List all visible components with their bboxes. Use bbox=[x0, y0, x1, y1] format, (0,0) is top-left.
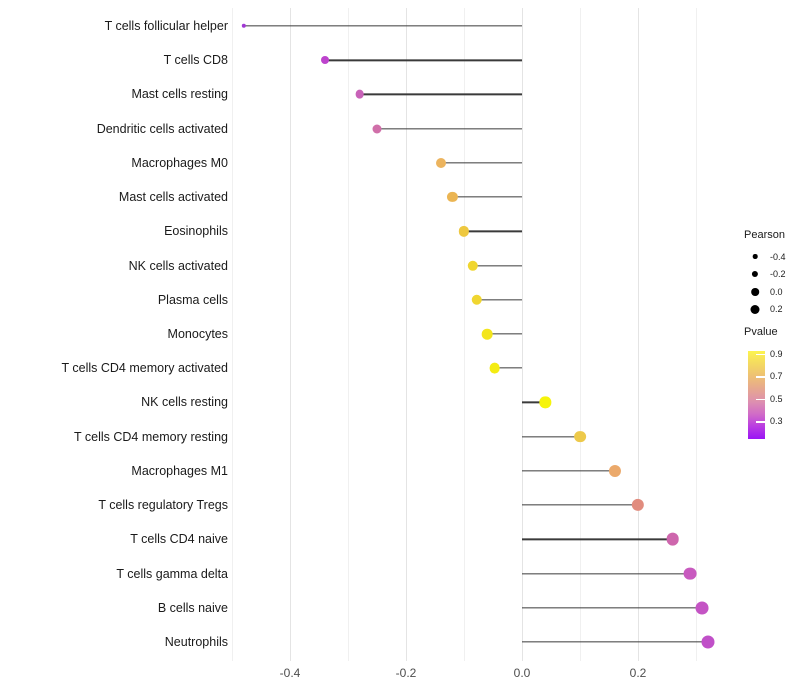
y-axis-label: T cells follicular helper bbox=[104, 19, 228, 33]
lollipop-segment bbox=[522, 401, 546, 404]
lollipop-segment bbox=[440, 162, 522, 164]
lollipop-point[interactable] bbox=[608, 464, 621, 477]
pearson-legend-entry: 0.2 bbox=[744, 301, 785, 319]
gridline-x bbox=[522, 8, 523, 661]
gridline-x bbox=[696, 8, 697, 661]
lollipop-point[interactable] bbox=[695, 601, 709, 615]
pearson-legend-entry: 0.0 bbox=[744, 283, 785, 301]
lollipop-segment bbox=[243, 25, 522, 27]
y-axis-label: NK cells activated bbox=[128, 258, 228, 273]
legend-size-label: 0.2 bbox=[770, 304, 783, 315]
y-axis-label: Dendritic cells activated bbox=[96, 121, 228, 136]
pvalue-tick-label: 0.9 bbox=[770, 348, 783, 359]
lollipop-point[interactable] bbox=[471, 294, 482, 305]
lollipop-point[interactable] bbox=[241, 23, 246, 29]
gridline-x bbox=[580, 8, 581, 661]
legend-size-label: 0.0 bbox=[770, 286, 783, 297]
y-axis-label: T cells gamma delta bbox=[116, 566, 228, 581]
lollipop-segment bbox=[522, 572, 691, 575]
pvalue-tick-label: 0.3 bbox=[770, 416, 783, 426]
gridline-x bbox=[232, 8, 233, 661]
pvalue-gradient-bar bbox=[748, 351, 765, 439]
gridline-x bbox=[406, 8, 407, 661]
pvalue-tick-label: 0.7 bbox=[770, 371, 783, 381]
x-axis-tick-label: -0.2 bbox=[395, 666, 417, 680]
pvalue-tick-mark bbox=[756, 376, 765, 378]
y-axis-label: Mast cells resting bbox=[131, 87, 228, 102]
lollipop-segment bbox=[522, 641, 708, 643]
y-axis-label: Eosinophils bbox=[164, 224, 228, 239]
lollipop-point[interactable] bbox=[539, 396, 551, 409]
lollipop-point[interactable] bbox=[447, 192, 458, 203]
y-axis-label: T cells CD4 memory activated bbox=[61, 361, 229, 376]
pvalue-color-legend: Pvalue 0.9 0.7 0.5 0.3 bbox=[744, 326, 783, 439]
lollipop-point[interactable] bbox=[683, 567, 697, 580]
lollipop-segment bbox=[522, 607, 702, 609]
y-axis-label: Plasma cells bbox=[157, 292, 228, 307]
lollipop-segment bbox=[452, 196, 522, 198]
pvalue-tick-mark bbox=[756, 421, 765, 423]
lollipop-segment bbox=[522, 435, 580, 438]
pvalue-tick-mark bbox=[756, 353, 765, 355]
lollipop-segment bbox=[464, 230, 522, 232]
lollipop-point[interactable] bbox=[467, 260, 478, 271]
y-axis-label: Macrophages M1 bbox=[131, 463, 228, 478]
gridline-x bbox=[348, 8, 349, 661]
y-axis-label: T cells CD4 memory resting bbox=[74, 429, 228, 444]
pvalue-tick-label: 0.5 bbox=[770, 393, 783, 404]
y-axis-label: T cells CD4 naive bbox=[130, 532, 228, 547]
pvalue-legend-title: Pvalue bbox=[744, 326, 778, 338]
gridline-x bbox=[638, 8, 639, 661]
lollipop-point[interactable] bbox=[435, 157, 446, 168]
lollipop-segment bbox=[359, 93, 522, 96]
pearson-size-legend: Pearson -0.4 -0.2 0.0 0.2 bbox=[744, 229, 786, 319]
lollipop-point[interactable] bbox=[458, 226, 470, 237]
y-axis-label: NK cells resting bbox=[141, 395, 228, 410]
gridline-x bbox=[290, 8, 291, 661]
lollipop-segment bbox=[522, 538, 673, 540]
lollipop-point[interactable] bbox=[489, 362, 501, 374]
pvalue-tick-mark bbox=[756, 398, 765, 400]
legend-size-dot bbox=[750, 304, 760, 314]
pearson-legend-title: Pearson bbox=[744, 229, 785, 241]
lollipop-point[interactable] bbox=[574, 430, 586, 443]
y-axis-label: Neutrophils bbox=[164, 634, 228, 649]
y-axis-label: Macrophages M0 bbox=[131, 155, 228, 170]
legend-size-dot bbox=[751, 271, 759, 278]
lollipop-segment bbox=[476, 299, 522, 301]
gridline-x bbox=[464, 8, 465, 661]
lollipop-segment bbox=[522, 470, 615, 472]
pearson-legend-entry: -0.4 bbox=[744, 248, 786, 266]
pearson-legend-entry: -0.2 bbox=[744, 266, 786, 284]
x-axis-tick-label: 0.2 bbox=[629, 666, 647, 680]
lollipop-point[interactable] bbox=[701, 635, 715, 649]
lollipop-segment bbox=[487, 333, 522, 335]
y-axis-label: B cells naive bbox=[157, 600, 228, 615]
y-axis-label: Monocytes bbox=[167, 326, 228, 341]
lollipop-point[interactable] bbox=[372, 124, 382, 134]
lollipop-point[interactable] bbox=[320, 56, 329, 65]
lollipop-segment bbox=[494, 367, 522, 369]
y-axis-label: T cells CD8 bbox=[163, 53, 228, 68]
lollipop-point[interactable] bbox=[631, 498, 645, 512]
lollipop-point[interactable] bbox=[666, 532, 680, 546]
y-axis-label: T cells regulatory Tregs bbox=[98, 498, 228, 513]
lollipop-segment bbox=[472, 264, 522, 267]
x-axis-tick-label: 0.0 bbox=[513, 666, 531, 680]
legend-size-dot bbox=[752, 254, 758, 260]
lollipop-segment bbox=[522, 504, 638, 506]
lollipop-segment bbox=[324, 59, 522, 61]
x-axis-tick-label: -0.4 bbox=[279, 666, 301, 680]
lollipop-point[interactable] bbox=[481, 328, 493, 340]
lollipop-segment bbox=[377, 128, 522, 130]
legend-size-label: -0.2 bbox=[770, 269, 786, 280]
lollipop-point[interactable] bbox=[355, 90, 364, 99]
legend-size-label: -0.4 bbox=[770, 251, 786, 262]
legend-size-dot bbox=[751, 287, 759, 296]
pearson-legend-entries: -0.4 -0.2 0.0 0.2 bbox=[744, 248, 786, 319]
y-axis-label: Mast cells activated bbox=[118, 190, 228, 205]
